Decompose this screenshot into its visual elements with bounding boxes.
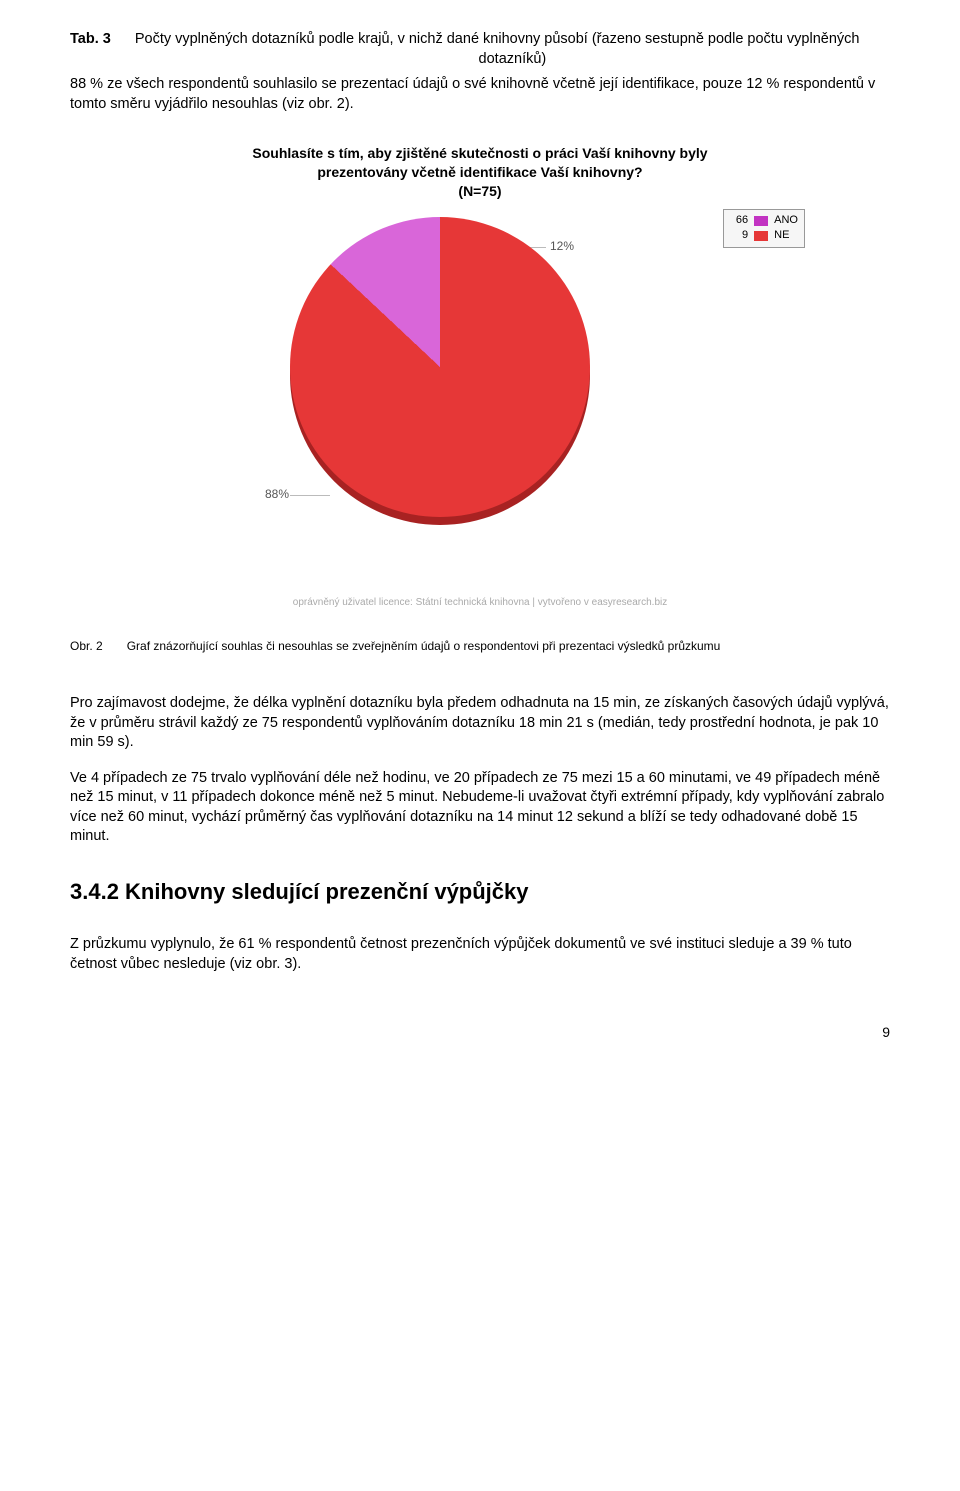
figure-label: Obr. 2 — [70, 638, 127, 654]
legend-count: 66 — [730, 213, 748, 228]
intro-paragraph: 88 % ze všech respondentů souhlasilo se … — [70, 75, 890, 114]
leader-line — [290, 495, 330, 496]
legend-swatch-ne — [754, 231, 768, 241]
pct-label-big: 88% — [265, 487, 289, 501]
figure-caption-text: Graf znázorňující souhlas či nesouhlas s… — [127, 638, 721, 654]
figure-caption: Obr. 2 Graf znázorňující souhlas či neso… — [70, 638, 890, 654]
legend-swatch-ano — [754, 216, 768, 226]
legend-row: 66 ANO — [730, 213, 798, 228]
table-title: Počty vyplněných dotazníků podle krajů, … — [135, 30, 890, 69]
chart-legend: 66 ANO 9 NE — [723, 209, 805, 248]
chart-title: Souhlasíte s tím, aby zjištěné skutečnos… — [160, 144, 800, 201]
pie-chart: Souhlasíte s tím, aby zjištěné skutečnos… — [160, 144, 800, 608]
pie-face — [290, 217, 590, 517]
table-label: Tab. 3 — [70, 30, 135, 50]
chart-canvas: 66 ANO 9 NE 12% 88% — [160, 207, 800, 567]
section-heading: 3.4.2 Knihovny sledující prezenční výpůj… — [70, 879, 890, 905]
legend-label: ANO — [774, 213, 798, 228]
body-paragraph: Z průzkumu vyplynulo, že 61 % respondent… — [70, 935, 890, 974]
legend-row: 9 NE — [730, 228, 798, 243]
legend-label: NE — [774, 228, 789, 243]
body-paragraph: Pro zajímavost dodejme, že délka vyplněn… — [70, 694, 890, 753]
table-caption: Tab. 3 Počty vyplněných dotazníků podle … — [70, 30, 890, 69]
chart-footnote: oprávněný uživatel licence: Státní techn… — [160, 597, 800, 608]
legend-count: 9 — [730, 228, 748, 243]
page-number: 9 — [70, 1024, 890, 1040]
body-paragraph: Ve 4 případech ze 75 trvalo vyplňování d… — [70, 769, 890, 847]
pie-body — [290, 217, 590, 517]
